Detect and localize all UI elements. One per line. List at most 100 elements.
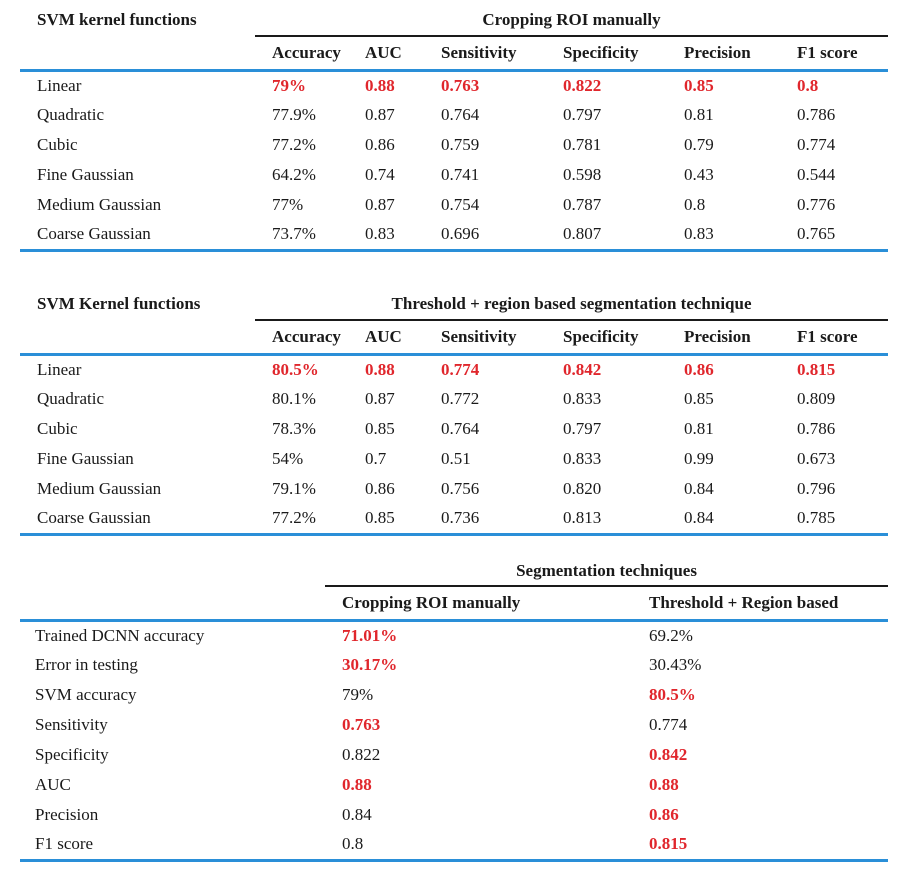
table-cell: 79.1% xyxy=(272,479,316,498)
table-cell: 0.833 xyxy=(563,449,602,468)
table-cell: 0.815 xyxy=(797,359,836,379)
table-cell: 0.763 xyxy=(342,715,381,734)
table-cell: 0.86 xyxy=(684,359,714,379)
table-cell: 0.88 xyxy=(365,75,395,95)
table-cell: 0.759 xyxy=(441,135,480,154)
row-label: Medium Gaussian xyxy=(37,195,162,214)
table-cell: 0.673 xyxy=(797,449,836,468)
table-cell: 0.776 xyxy=(797,195,836,214)
table-cell: 0.774 xyxy=(649,715,688,734)
table-cell: 0.85 xyxy=(684,389,714,408)
table-cell: 0.84 xyxy=(342,805,372,824)
table-cell: 0.765 xyxy=(797,220,889,252)
table-cell: 0.87 xyxy=(365,105,395,124)
table-cell: 0.8 xyxy=(325,830,632,862)
table-cell: 0.796 xyxy=(797,479,836,498)
table-row: Quadratic 77.9% 0.87 0.764 0.797 0.81 0.… xyxy=(20,100,888,130)
table-cell: 0.43 xyxy=(684,165,714,184)
row-label: F1 score xyxy=(20,830,325,862)
table-cell: 30.43% xyxy=(649,655,702,674)
table-cell: 0.842 xyxy=(563,359,602,379)
row-label: Cubic xyxy=(37,419,78,438)
table-cell: 0.815 xyxy=(632,830,888,862)
table-row: Linear 79% 0.88 0.763 0.822 0.85 0.8 xyxy=(20,70,888,100)
table-cell: 0.86 xyxy=(365,479,395,498)
table2-col-header: Precision xyxy=(684,319,797,356)
svm-table-threshold-region: SVM Kernel functions Threshold + region … xyxy=(20,290,889,536)
table-cell: 79% xyxy=(272,75,306,95)
table-cell: 0.809 xyxy=(797,389,836,408)
table-cell: 0.87 xyxy=(365,389,395,408)
table-cell: 0.88 xyxy=(365,359,395,379)
table-cell: 71.01% xyxy=(342,625,398,645)
row-label: Coarse Gaussian xyxy=(20,220,255,252)
table-row: Cubic 77.2% 0.86 0.759 0.781 0.79 0.774 xyxy=(20,130,888,160)
table1-stub-header: SVM kernel functions xyxy=(37,10,197,29)
table-cell: 0.86 xyxy=(649,805,679,824)
table-row: Precision 0.84 0.86 xyxy=(20,800,888,830)
table-cell: 0.822 xyxy=(563,75,602,95)
table-cell: 0.87 xyxy=(365,195,395,214)
table-row: Coarse Gaussian 73.7% 0.83 0.696 0.807 0… xyxy=(20,220,889,252)
row-label: Quadratic xyxy=(37,105,105,124)
table1-col-header: Accuracy xyxy=(255,35,365,72)
table1-group-header: Cropping ROI manually xyxy=(482,10,661,29)
table-cell: 0.786 xyxy=(797,105,836,124)
table-cell: 0.79 xyxy=(684,135,714,154)
table-cell: 73.7% xyxy=(255,220,365,252)
table-cell: 0.85 xyxy=(365,419,395,438)
table-row: Medium Gaussian 79.1% 0.86 0.756 0.820 0… xyxy=(20,474,888,504)
table-row: SVM accuracy 79% 80.5% xyxy=(20,680,888,710)
table-cell: 0.772 xyxy=(441,389,480,408)
table-cell: 0.83 xyxy=(365,220,441,252)
table-cell: 0.781 xyxy=(563,135,602,154)
table-cell: 80.1% xyxy=(272,389,316,408)
table-cell: 0.598 xyxy=(563,165,602,184)
table-row: Error in testing 30.17% 30.43% xyxy=(20,650,888,680)
table-cell: 0.81 xyxy=(684,105,714,124)
table-cell: 64.2% xyxy=(272,165,316,184)
table-cell: 0.84 xyxy=(684,479,714,498)
table-cell: 0.787 xyxy=(563,195,602,214)
table-cell: 54% xyxy=(272,449,304,468)
table1-col-header: Sensitivity xyxy=(441,35,563,72)
row-label: SVM accuracy xyxy=(35,685,137,704)
table-cell: 79% xyxy=(342,685,374,704)
table1-col-header: F1 score xyxy=(797,35,889,72)
table-cell: 0.813 xyxy=(563,504,684,536)
table-cell: 0.774 xyxy=(797,135,836,154)
table-cell: 0.7 xyxy=(365,449,387,468)
table-cell: 0.99 xyxy=(684,449,714,468)
table-row: Quadratic 80.1% 0.87 0.772 0.833 0.85 0.… xyxy=(20,384,888,414)
table-cell: 0.774 xyxy=(441,359,480,379)
table-cell: 0.764 xyxy=(441,105,480,124)
segmentation-comparison-table: Segmentation techniques Cropping ROI man… xyxy=(20,556,888,862)
table2-col-header: Specificity xyxy=(563,319,684,356)
table-row: Fine Gaussian 64.2% 0.74 0.741 0.598 0.4… xyxy=(20,160,888,190)
table-row: Medium Gaussian 77% 0.87 0.754 0.787 0.8… xyxy=(20,190,888,220)
table-cell: 77.9% xyxy=(272,105,316,124)
table-cell: 0.754 xyxy=(441,195,480,214)
table-cell: 77.2% xyxy=(272,135,316,154)
table-cell: 0.544 xyxy=(797,165,836,184)
table-cell: 0.822 xyxy=(342,745,381,764)
table2-col-header: Sensitivity xyxy=(441,319,563,356)
table-row: Linear 80.5% 0.88 0.774 0.842 0.86 0.815 xyxy=(20,354,888,384)
table-cell: 0.88 xyxy=(342,775,372,794)
row-label: Fine Gaussian xyxy=(37,165,134,184)
table-cell: 0.51 xyxy=(441,449,471,468)
row-label: AUC xyxy=(35,775,71,794)
row-label: Linear xyxy=(37,359,82,379)
table-cell: 0.84 xyxy=(684,504,797,536)
table-row: Sensitivity 0.763 0.774 xyxy=(20,710,888,740)
table-row: Coarse Gaussian 77.2% 0.85 0.736 0.813 0… xyxy=(20,504,889,536)
table2-group-header: Threshold + region based segmentation te… xyxy=(391,294,752,313)
table2-col-header: F1 score xyxy=(797,319,889,356)
table-cell: 0.88 xyxy=(649,775,679,794)
table-cell: 0.807 xyxy=(563,220,684,252)
table2-stub-header: SVM Kernel functions xyxy=(37,294,201,313)
table-cell: 80.5% xyxy=(649,685,696,704)
row-label: Quadratic xyxy=(37,389,105,408)
table-cell: 0.820 xyxy=(563,479,602,498)
table1-col-header: AUC xyxy=(365,35,441,72)
